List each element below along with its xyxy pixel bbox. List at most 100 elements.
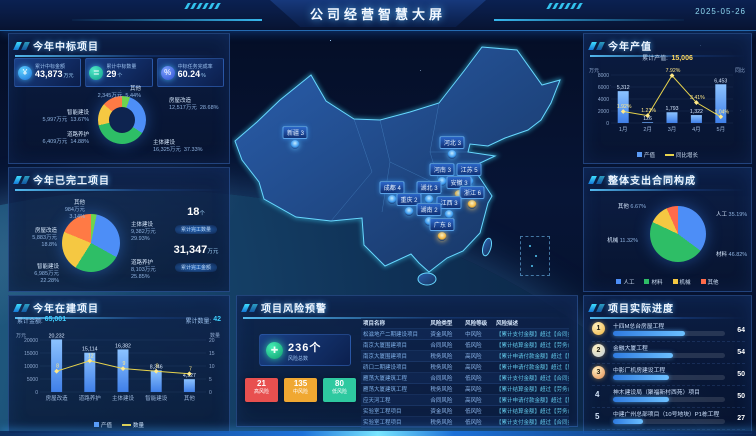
svg-text:房屋改造: 房屋改造 [46, 394, 69, 402]
build-legend: 产值 数量 [9, 421, 229, 429]
table-cell: 应天河工程 [363, 398, 391, 404]
map-marker-广东[interactable]: 广东 8 [429, 214, 455, 241]
stat-label: 中标任务完成率 [177, 63, 213, 70]
output-total: 累计产值: 15,006 [584, 53, 751, 62]
legend-item: 同比增长 [665, 151, 698, 159]
progress-row: 1 十四M总台房屋工程 64 [592, 320, 745, 342]
location-pin-icon [444, 209, 454, 219]
project-name: 十四M总台房屋工程 [613, 324, 665, 330]
risk-level-value: 21 [257, 379, 266, 388]
progress-fill [613, 397, 669, 402]
svg-text:4月: 4月 [692, 126, 701, 133]
panel-title: 今年在建项目 [9, 296, 229, 317]
svg-text:1,793: 1,793 [666, 106, 679, 112]
medal-icon: 2 [592, 344, 605, 357]
header-accent-line [72, 19, 262, 21]
table-row[interactable]: 雁荡大厦建筑工程 合同风险 低风险 【累计支付金额】超过【合同金额】 [361, 373, 569, 384]
money-icon: ¥ [18, 65, 32, 80]
svg-text:16,382: 16,382 [115, 343, 131, 349]
stat-card: % 中标任务完成率 60.24% [156, 58, 224, 87]
line-legend-swatch [665, 154, 674, 156]
panel-title: 今年已完工项目 [9, 168, 229, 189]
cross-icon: ✚ [266, 341, 283, 359]
panel-expense-composition: 整体支出合同构成 人工 35.19% 材料 46.82% 机械 11.32% 其他 6… [583, 167, 752, 292]
map-marker-河北[interactable]: 河北 3 [439, 132, 465, 160]
completed-stat: 18个 累计完工数量 [165, 206, 227, 236]
title-rule [243, 317, 571, 319]
svg-text:主体建设: 主体建设 [112, 394, 135, 402]
slice-label: 其他 984万元 3.14% [64, 200, 85, 221]
svg-text:20: 20 [209, 338, 215, 344]
completed-stat-value: 18个 [187, 206, 205, 218]
svg-text:1.92%: 1.92% [617, 104, 632, 110]
table-row[interactable]: 南京大厦围建项目 税务风险 高风险 【累计申请付款金额】超过【累计开票金额】 [361, 351, 569, 362]
table-cell: 低风险 [465, 409, 482, 415]
table-row[interactable]: 实验室工程项目 资金风险 低风险 【累计结算金额】超过【劳务合同金额】 [361, 406, 569, 417]
risk-total-card: ✚ 236个 风险总数 [259, 334, 351, 366]
title-rule [590, 55, 745, 57]
table-row[interactable]: 南京大厦围建项目 合同风险 低风险 【累计结算金额】超过【劳务合同金额】 [361, 340, 569, 351]
slice-label: 房屋改造 5,883万元 18.8% [32, 228, 57, 249]
map-marker-浙江[interactable]: 浙江 6 [459, 182, 485, 209]
svg-text:8: 8 [156, 364, 159, 370]
location-pin-icon [467, 199, 477, 209]
table-cell: 低风险 [465, 420, 482, 426]
table-row[interactable]: 雁荡大厦建筑工程 税务风险 高风险 【累计结算金额】超过【劳务合同金额】 [361, 384, 569, 395]
svg-text:8: 8 [56, 364, 59, 370]
panel-output-value: 今年产值 累计产值: 15,006 8000 6000 4000 2000 0 万元 同比 5… [583, 33, 752, 164]
table-row[interactable]: 硚口二期建设项目 税务风险 高风险 【累计申请付款金额】超过【累计开票金额】 [361, 362, 569, 373]
table-cell: 【累计申请付款金额】超过【累计开票金额】 [495, 398, 569, 404]
panel-under-construction: 今年在建项目 累计金额: 65,001 累计数量: 42 20000 15000 1… [8, 295, 230, 434]
marker-label: 江西 3 [436, 195, 462, 209]
pie-hole [109, 107, 135, 133]
svg-text:5,312: 5,312 [617, 85, 630, 91]
slice-label: 其他 2,345万元 5.44% [97, 86, 141, 100]
marker-label: 成都 4 [379, 180, 405, 194]
risk-level-value: 80 [335, 379, 344, 388]
project-name: 中影厂机房建设工程 [613, 368, 666, 374]
progress-value: 54 [737, 349, 745, 356]
table-row[interactable]: 松滋地产二期建设项目 资金风险 中风险 【累计支付金额】超过【合同金额】 [361, 329, 569, 340]
column-header: 风险等级 [465, 321, 488, 327]
table-cell: 低风险 [465, 343, 482, 349]
table-cell: 松滋地产二期建设项目 [363, 332, 419, 338]
svg-text:10: 10 [209, 364, 215, 370]
map-marker-安徽[interactable]: 安徽 3 [446, 172, 472, 199]
progress-fill [613, 353, 674, 358]
marker-label: 湖北 3 [416, 180, 442, 194]
table-cell: 【累计结算金额】超过【劳务合同金额】 [495, 387, 569, 393]
table-row[interactable]: 应天河工程 合同风险 高风险 【累计申请付款金额】超过【累计开票金额】 [361, 395, 569, 406]
project-name: 神木建设局（聚福新村西苑）项目 [613, 390, 700, 396]
svg-text:3月: 3月 [668, 126, 677, 133]
marker-label: 广东 8 [429, 218, 455, 231]
medal-icon: 1 [592, 322, 605, 335]
table-row[interactable]: 实验室工程项目 税务风险 低风险 【累计支付金额】超过【合同金额】 [361, 417, 569, 428]
map-marker-湖北[interactable]: 湖北 3 [416, 177, 442, 204]
panel-bid-projects: 今年中标项目 ¥ 累计中标金额 43,873万元 ≣ 累计中标数量 29个% 中标任务完成率… [8, 33, 230, 164]
marker-label: 河北 3 [439, 136, 465, 150]
title-rule [15, 55, 223, 57]
map-marker-重庆[interactable]: 重庆 2 [396, 189, 422, 217]
pie-legend-swatch [616, 279, 622, 284]
svg-text:5: 5 [209, 377, 212, 383]
stat-text: 累计中标金额 43,873万元 [35, 64, 74, 80]
risk-level-label: 中风险 [292, 388, 308, 395]
stat-unit: 个 [117, 73, 123, 80]
legend-item: 材料 [644, 278, 663, 286]
map-marker-江西[interactable]: 江西 3 [436, 192, 462, 219]
map-marker-新疆[interactable]: 新疆 3 [282, 122, 308, 150]
map-marker-成都[interactable]: 成都 4 [379, 177, 405, 204]
location-pin-icon [437, 232, 447, 241]
map-marker-湖南[interactable]: 湖南 2 [416, 199, 442, 227]
panel-title: 今年中标项目 [9, 34, 229, 55]
slice-label: 智能建设 5,997万元 13.67% [42, 110, 89, 124]
stat-unit: % [201, 73, 206, 80]
map-marker-河南[interactable]: 河南 3 [429, 159, 455, 187]
bid-donut-chart: 其他 2,345万元 5.44% 房屋改造 12,517万元 28.68% 主体建设 16… [9, 86, 229, 163]
risk-table: 项目名称 风险类型 风险等级 风险描述 松滋地产二期建设项目 资金风险 中风险 【累计支付金额… [361, 318, 569, 428]
svg-text:5000: 5000 [27, 377, 38, 383]
marker-label: 安徽 3 [446, 175, 472, 189]
svg-text:1.23%: 1.23% [641, 108, 656, 114]
rate-icon: % [160, 65, 175, 80]
panel-title-text: 今年中标项目 [33, 42, 99, 53]
